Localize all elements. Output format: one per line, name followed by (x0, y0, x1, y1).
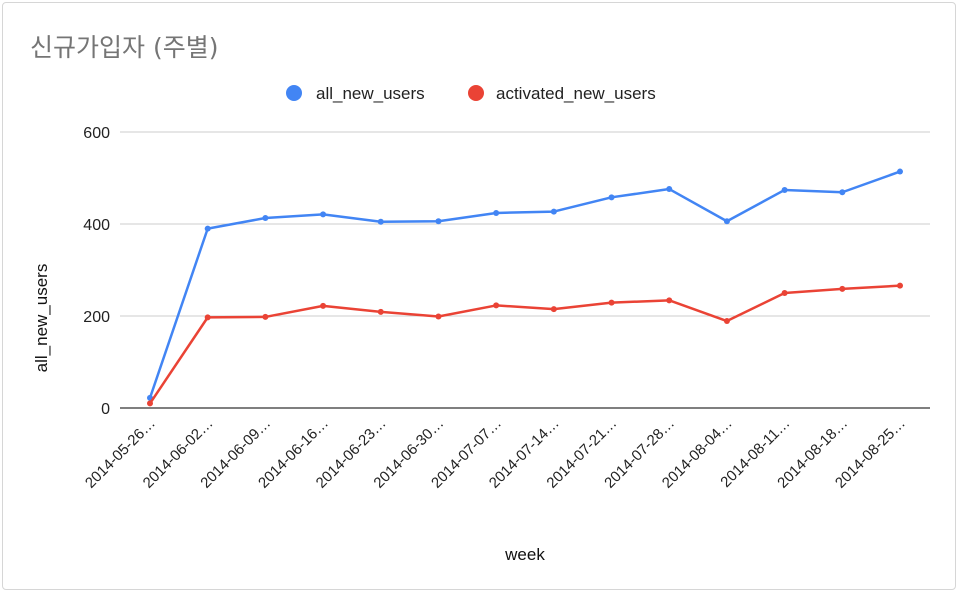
data-point-all_new_users (781, 186, 788, 193)
data-point-activated_new_users (897, 282, 903, 289)
data-point-activated_new_users (435, 313, 442, 320)
data-point-all_new_users (723, 218, 730, 225)
legend-marker-activated_new_users (468, 85, 484, 101)
y-tick-label: 600 (83, 125, 110, 142)
y-axis-title: all_new_users (32, 264, 51, 373)
x-axis-title: week (504, 545, 545, 564)
legend-label-activated_new_users: activated_new_users (496, 84, 656, 103)
data-point-activated_new_users (666, 297, 673, 304)
y-tick-label: 400 (83, 217, 110, 234)
series-lines (147, 168, 903, 407)
data-point-activated_new_users (781, 290, 788, 296)
chart-title: 신규가입자 (주별) (30, 33, 219, 62)
y-tick-labels: 0 200 400 600 (83, 125, 110, 418)
data-point-all_new_users (666, 186, 673, 193)
series-line-all_new_users (148, 170, 901, 399)
data-point-all_new_users (608, 194, 615, 201)
legend-label-all_new_users: all_new_users (316, 84, 425, 103)
data-point-all_new_users (493, 209, 500, 216)
data-point-all_new_users (377, 218, 384, 225)
data-point-all_new_users (550, 208, 557, 215)
data-point-all_new_users (839, 189, 846, 196)
data-point-activated_new_users (147, 400, 153, 407)
y-tick-label: 200 (83, 309, 110, 326)
data-point-activated_new_users (204, 314, 211, 321)
legend-marker-all_new_users (286, 85, 302, 101)
data-point-activated_new_users (320, 302, 327, 309)
data-point-activated_new_users (262, 313, 269, 320)
data-point-activated_new_users (493, 302, 500, 309)
series-line-activated_new_users (148, 284, 901, 405)
y-tick-label: 0 (101, 401, 110, 418)
data-point-activated_new_users (839, 285, 846, 292)
data-point-all_new_users (435, 218, 442, 225)
data-point-activated_new_users (723, 318, 730, 325)
x-tick-labels: 2014-05-26…2014-06-02…2014-06-09…2014-06… (82, 415, 909, 492)
data-point-activated_new_users (608, 299, 615, 306)
data-point-activated_new_users (377, 308, 384, 315)
data-point-all_new_users (204, 225, 211, 232)
data-point-activated_new_users (550, 306, 557, 313)
gridlines (120, 131, 930, 409)
data-point-all_new_users (897, 168, 903, 175)
legend: all_new_users activated_new_users (286, 84, 656, 103)
data-point-all_new_users (320, 211, 327, 218)
data-point-all_new_users (262, 215, 269, 222)
